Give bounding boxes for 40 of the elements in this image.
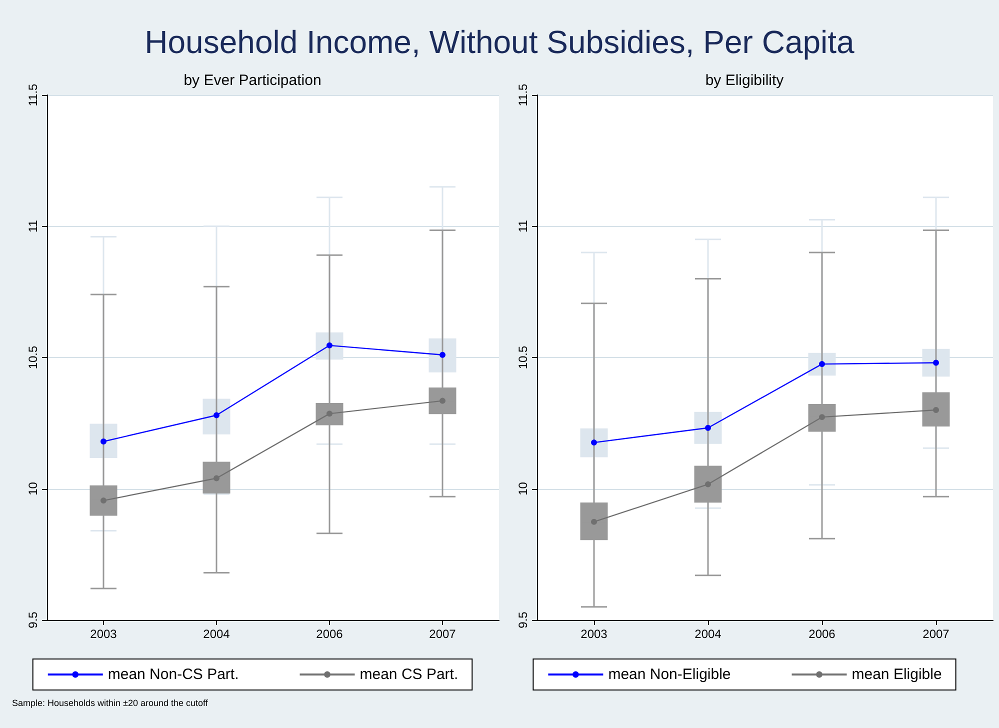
y-tick-label: 11.5 [26, 83, 40, 106]
x-tick-label: 2003 [90, 627, 118, 641]
point [326, 410, 332, 417]
legend-label: mean Eligible [852, 666, 942, 683]
point [933, 360, 939, 366]
x-tick-label: 2007 [429, 627, 456, 641]
x-tick-label: 2004 [694, 627, 722, 641]
x-tick-label: 2006 [808, 627, 836, 641]
y-tick-label: 10 [516, 482, 530, 496]
x-tick-label: 2003 [580, 627, 608, 641]
point [326, 342, 332, 348]
chart-title: Household Income, Without Subsidies, Per Capita [144, 24, 856, 61]
legend-label: mean CS Part. [360, 666, 458, 683]
point [705, 424, 711, 431]
chart-subtitle: by Ever Participation [184, 72, 322, 89]
point [100, 438, 106, 444]
y-tick-label: 11 [516, 220, 530, 232]
text: Sample: Households within ±20 around the cutoff [12, 698, 208, 708]
y-tick-label: 10.5 [516, 346, 530, 370]
y-tick-label: 9.5 [26, 611, 40, 628]
y-tick-label: 10.5 [26, 346, 40, 370]
point [440, 398, 446, 404]
point [214, 475, 220, 482]
point [933, 407, 939, 413]
point [705, 481, 711, 488]
y-tick-label: 10 [26, 482, 40, 496]
legend-label: mean Non-Eligible [608, 666, 731, 683]
legend-label: mean Non-CS Part. [108, 666, 239, 683]
point [819, 361, 825, 368]
point [440, 352, 446, 358]
x-tick-label: 2004 [203, 627, 230, 641]
y-tick-label: 9.5 [516, 611, 530, 628]
point [819, 414, 825, 420]
x-tick-label: 2007 [922, 627, 950, 641]
y-tick-label: 11 [26, 220, 40, 232]
point [214, 412, 220, 418]
y-tick-label: 11.5 [516, 83, 530, 106]
chart-subtitle: by Eligibility [705, 72, 784, 89]
point [100, 498, 106, 504]
x-tick-label: 2006 [316, 627, 344, 641]
